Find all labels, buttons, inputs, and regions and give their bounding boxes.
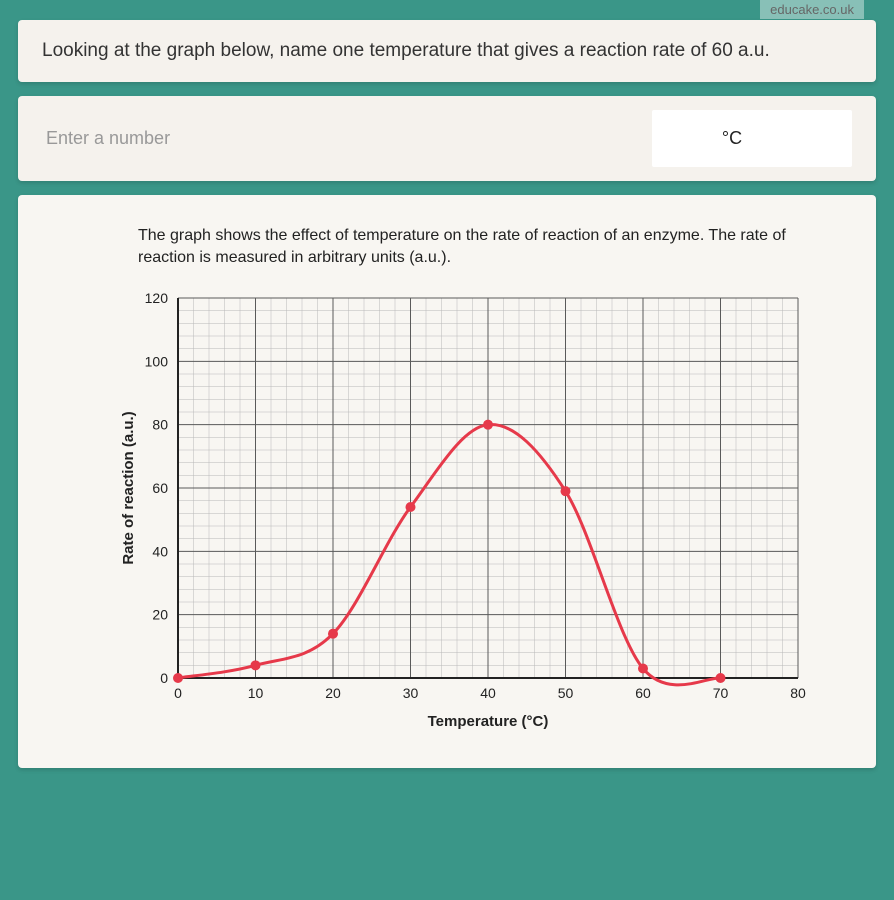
answer-input[interactable]: [42, 120, 632, 157]
svg-text:80: 80: [152, 416, 168, 432]
svg-text:50: 50: [558, 685, 574, 701]
question-card: Looking at the graph below, name one tem…: [18, 20, 876, 82]
answer-card: °C: [18, 96, 876, 181]
svg-text:100: 100: [145, 353, 169, 369]
main-content: Looking at the graph below, name one tem…: [0, 0, 894, 788]
svg-text:Rate of reaction (a.u.): Rate of reaction (a.u.): [120, 411, 137, 564]
svg-text:120: 120: [145, 290, 169, 306]
question-text: Looking at the graph below, name one tem…: [42, 40, 852, 62]
svg-text:0: 0: [174, 685, 182, 701]
svg-text:70: 70: [713, 685, 729, 701]
svg-text:Temperature (°C): Temperature (°C): [428, 713, 549, 730]
svg-text:40: 40: [480, 685, 496, 701]
svg-text:0: 0: [160, 670, 168, 686]
graph-description: The graph shows the effect of temperatur…: [138, 225, 846, 270]
svg-text:40: 40: [152, 543, 168, 559]
svg-text:30: 30: [403, 685, 419, 701]
svg-text:60: 60: [635, 685, 651, 701]
svg-text:20: 20: [152, 606, 168, 622]
svg-text:20: 20: [325, 685, 341, 701]
answer-unit: °C: [652, 110, 852, 167]
graph-card: The graph shows the effect of temperatur…: [18, 195, 876, 768]
svg-text:10: 10: [248, 685, 264, 701]
url-fragment: educake.co.uk: [760, 0, 864, 19]
svg-text:80: 80: [790, 685, 806, 701]
svg-text:60: 60: [152, 480, 168, 496]
chart-container: 0 10 20 30 40 50 60 70 80 0 20 40 60 80 100 120 Temperat…: [118, 288, 846, 738]
enzyme-rate-chart: 0 10 20 30 40 50 60 70 80 0 20 40 60 80 100 120 Temperat…: [118, 288, 818, 733]
